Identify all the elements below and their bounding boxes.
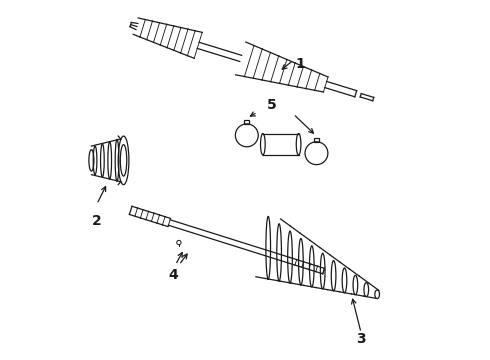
Bar: [314, 138, 319, 142]
Text: 3: 3: [356, 332, 366, 346]
Text: 5: 5: [267, 98, 277, 112]
Text: 4: 4: [169, 268, 178, 282]
Text: 1: 1: [295, 57, 305, 71]
Text: 2: 2: [92, 214, 101, 228]
Bar: [244, 120, 249, 124]
